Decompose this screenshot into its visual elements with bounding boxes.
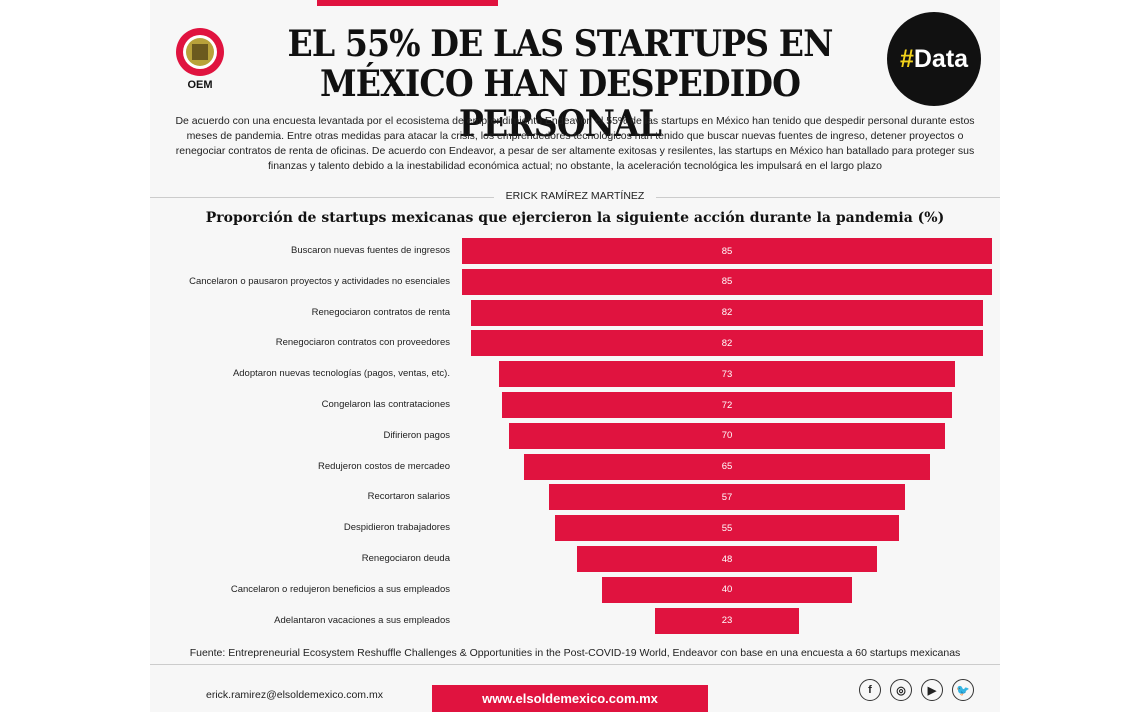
source-note: Fuente: Entrepreneurial Ecosystem Reshuf… (189, 647, 961, 659)
bar-label: Despidieron trabajadores (343, 522, 450, 534)
bar-value-label: 40 (721, 584, 733, 596)
bar-value-label: 85 (721, 245, 733, 257)
badge-label: Data (913, 44, 969, 73)
bar-label: Renegociaron contratos con proveedores (275, 337, 450, 349)
bar-value-label: 82 (721, 307, 733, 319)
youtube-icon[interactable]: ▶ (921, 679, 943, 701)
intro-paragraph: De acuerdo con una encuesta levantada po… (175, 115, 975, 172)
bar: 23 (655, 607, 799, 634)
bar-value-label: 65 (721, 461, 733, 473)
byline: ERICK RAMÍREZ MARTÍNEZ (150, 190, 1000, 204)
bar: 40 (602, 576, 852, 603)
bar: 55 (555, 515, 899, 542)
bar-label: Buscaron nuevas fuentes de ingresos (291, 245, 450, 256)
bar-value-label: 48 (721, 553, 733, 565)
bar-value-label: 57 (721, 491, 733, 503)
headline: EL 55% DE LAS STARTUPS EN MÉXICO HAN DES… (266, 24, 855, 144)
instagram-icon[interactable]: ◎ (890, 679, 912, 701)
bar-label: Redujeron costos de mercadeo (317, 460, 450, 472)
bar-label: Cancelaron o redujeron beneficios a sus … (230, 583, 450, 595)
hash-icon: # (899, 44, 914, 73)
bar: 82 (471, 299, 983, 326)
data-badge: # Data (887, 12, 981, 106)
bar: 70 (508, 422, 946, 449)
author-email[interactable]: erick.ramirez@elsoldemexico.com.mx (206, 689, 383, 701)
facebook-icon[interactable]: f (859, 679, 881, 701)
svg-text:OEM: OEM (187, 79, 212, 91)
bar-value-label: 23 (721, 615, 733, 627)
bar: 85 (461, 238, 993, 264)
bar-value-label: 82 (721, 337, 733, 349)
bar-label: Cancelaron o pausaron proyectos y activi… (189, 275, 450, 287)
bar: 65 (524, 453, 930, 480)
twitter-icon[interactable]: 🐦 (952, 679, 974, 701)
bar-value-label: 55 (721, 522, 733, 534)
bar-value-label: 73 (721, 368, 733, 380)
divider (150, 664, 1000, 665)
oem-logo: OEM (170, 22, 230, 92)
bar-value-label: 70 (721, 430, 733, 442)
chart-title: Proporción de startups mexicanas que eje… (205, 210, 945, 226)
bar: 82 (471, 330, 983, 357)
bar-label: Congelaron las contrataciones (321, 399, 450, 410)
bar: 85 (461, 268, 993, 295)
author-name: ERICK RAMÍREZ MARTÍNEZ (493, 190, 657, 202)
bar-label: Renegociaron contratos de renta (311, 306, 450, 318)
headline-line-1: EL 55% DE LAS STARTUPS EN (287, 23, 834, 65)
bar-label: Renegociaron deuda (361, 553, 450, 564)
bar-value-label: 85 (721, 276, 733, 288)
bar: 48 (577, 546, 877, 572)
bar: 73 (499, 361, 955, 388)
bar: 72 (502, 392, 952, 418)
bar: 57 (549, 484, 905, 511)
bar-value-label: 72 (721, 399, 733, 411)
bar-label: Difirieron pagos (383, 429, 450, 441)
website-link[interactable]: www.elsoldemexico.com.mx (432, 685, 708, 712)
bar-label: Recortaron salarios (367, 491, 450, 503)
top-accent-strip (317, 0, 498, 6)
bar-label: Adoptaron nuevas tecnologías (pagos, ven… (232, 368, 450, 380)
bar-label: Adelantaron vacaciones a sus empleados (274, 614, 450, 626)
headline-line-2: MÉXICO HAN DESPEDIDO PERSONAL (319, 63, 801, 145)
